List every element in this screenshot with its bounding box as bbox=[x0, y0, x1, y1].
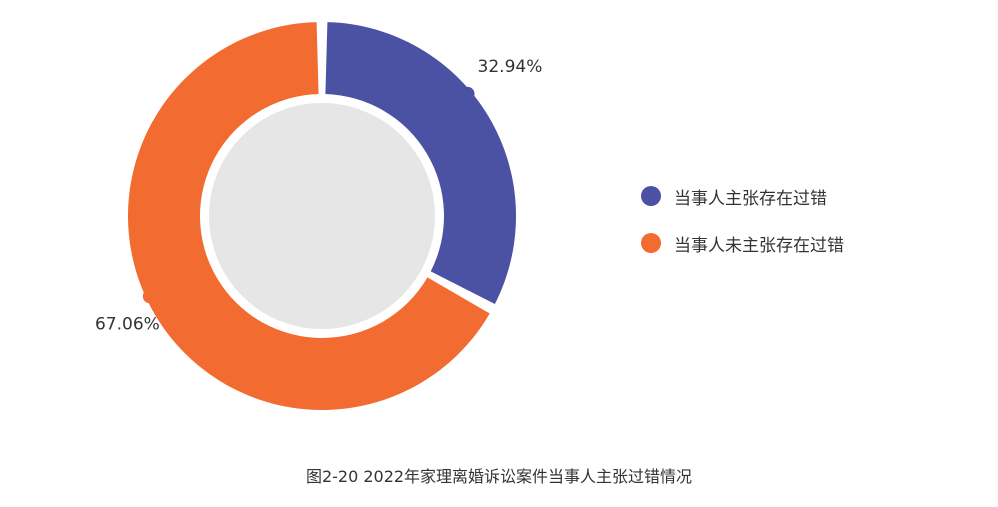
slice-not-claimed-fault bbox=[127, 22, 490, 411]
slice-not-claimed-fault-percent-label: 67.06% bbox=[95, 314, 160, 334]
legend: 当事人主张存在过错 当事人未主张存在过错 bbox=[641, 184, 844, 278]
legend-swatch-not-claimed-fault bbox=[641, 233, 661, 253]
slice-claimed-fault-marker bbox=[460, 86, 475, 101]
legend-label-claimed-fault: 当事人主张存在过错 bbox=[674, 188, 827, 209]
slice-claimed-fault-percent-label: 32.94% bbox=[478, 57, 543, 77]
chart-caption: 图2-20 2022年家理离婚诉讼案件当事人主张过错情况 bbox=[305, 467, 693, 486]
donut-center bbox=[209, 103, 435, 329]
legend-swatch-claimed-fault bbox=[641, 186, 661, 206]
legend-label-not-claimed-fault: 当事人未主张存在过错 bbox=[674, 235, 844, 256]
slice-not-claimed-fault-marker bbox=[142, 289, 157, 304]
legend-item-not-claimed-fault: 当事人未主张存在过错 bbox=[641, 231, 844, 256]
legend-item-claimed-fault: 当事人主张存在过错 bbox=[641, 184, 844, 209]
